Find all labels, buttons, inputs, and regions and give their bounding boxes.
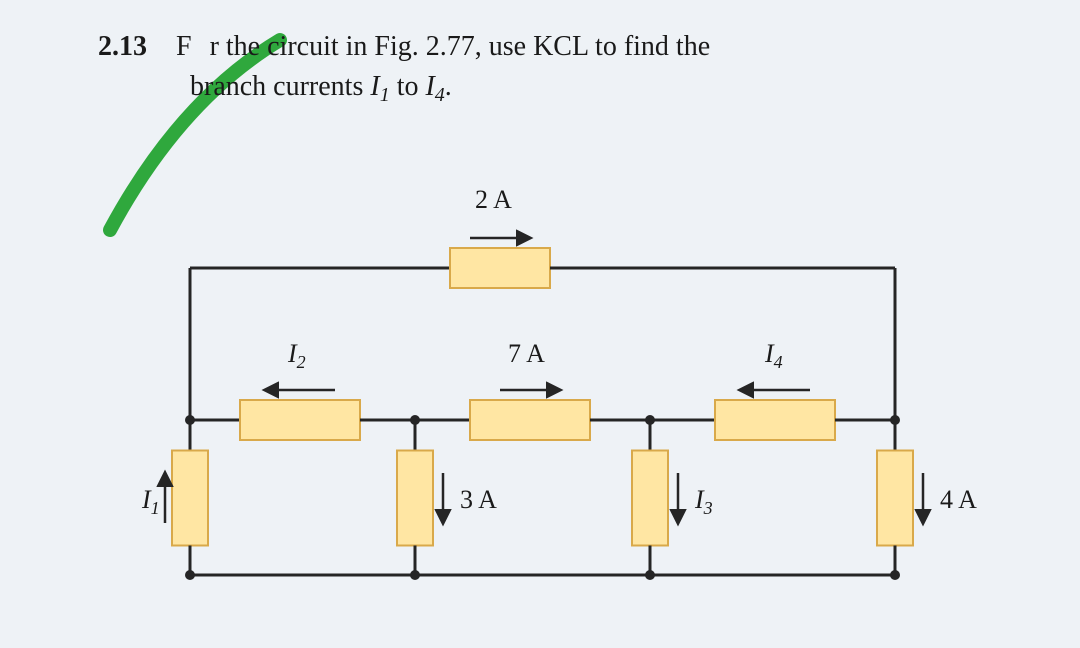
label-3a: 3 A [460,485,497,514]
resistor-top [450,248,550,288]
resistor-3a [397,451,433,546]
problem-line1: Fr the circuit in Fig. 2.77, use KCL to … [176,31,710,62]
label-7a: 7 A [508,339,545,368]
resistor-7a [470,400,590,440]
resistor-i1 [172,451,208,546]
resistor-4a [877,451,913,546]
resistor-i4 [715,400,835,440]
label-i3: I3 [694,485,713,518]
label-i1: I1 [141,485,160,518]
circuit-diagram: 2 A I2 7 A I4 I1 3 A I3 4 A [141,185,977,580]
label-i4: I4 [764,339,783,372]
problem-number: 2.13 [98,31,147,62]
resistor-i2 [240,400,360,440]
label-2a: 2 A [475,185,512,214]
problem-line2: branch currents I1 to I4. [190,71,452,106]
label-4a: 4 A [940,485,977,514]
label-i2: I2 [287,339,306,372]
resistor-i3 [632,451,668,546]
checkmark-icon [110,40,280,230]
